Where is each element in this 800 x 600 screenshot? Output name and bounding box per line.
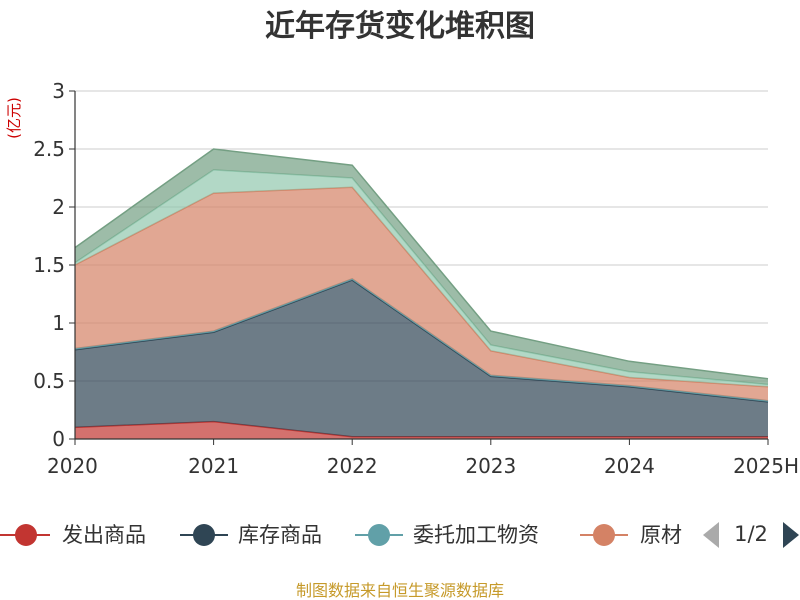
legend-label: 发出商品 xyxy=(62,523,146,547)
legend-item[interactable]: 委托加工物资 xyxy=(355,523,539,547)
x-tick-label: 2021 xyxy=(188,454,239,478)
legend: 发出商品 库存商品 委托加工物资 原材 xyxy=(0,523,682,547)
legend-dot-icon xyxy=(593,524,615,546)
legend-prev-page-icon[interactable] xyxy=(703,522,719,548)
x-tick-label: 2023 xyxy=(465,454,516,478)
unit-label: (亿元) xyxy=(5,97,23,139)
legend-dot-icon xyxy=(15,524,37,546)
stacked-areas xyxy=(74,148,769,439)
y-tick-label: 1 xyxy=(52,311,65,335)
x-tick-label: 2020 xyxy=(47,454,98,478)
legend-item[interactable]: 库存商品 xyxy=(180,523,322,547)
legend-label: 库存商品 xyxy=(238,523,322,547)
x-tick-label: 2025H xyxy=(733,454,799,478)
y-tick-label: 0.5 xyxy=(33,369,65,393)
data-source: 制图数据来自恒生聚源数据库 xyxy=(296,581,504,600)
y-tick-label: 1.5 xyxy=(33,253,65,277)
legend-dot-icon xyxy=(368,524,390,546)
y-tick-label: 2 xyxy=(52,195,65,219)
legend-label: 委托加工物资 xyxy=(413,523,539,547)
y-axis-ticks: 0 0.5 1 1.5 2 2.5 3 xyxy=(33,79,75,451)
legend-item[interactable]: 原材 xyxy=(580,523,682,547)
y-tick-label: 2.5 xyxy=(33,137,65,161)
x-tick-label: 2024 xyxy=(604,454,655,478)
area-series-line-5 xyxy=(74,148,769,380)
area-series-3 xyxy=(75,187,768,401)
legend-next-page-icon[interactable] xyxy=(783,522,799,548)
y-tick-label: 0 xyxy=(52,427,65,451)
y-tick-label: 3 xyxy=(52,79,65,103)
x-axis-ticks: 2020 2021 2022 2023 2024 2025H xyxy=(47,439,799,478)
legend-page-indicator: 1/2 xyxy=(734,522,768,546)
legend-label: 原材 xyxy=(640,523,682,547)
legend-item[interactable]: 发出商品 xyxy=(0,523,146,547)
legend-pagination: 1/2 xyxy=(703,522,799,548)
x-tick-label: 2022 xyxy=(327,454,378,478)
legend-dot-icon xyxy=(193,524,215,546)
chart-title: 近年存货变化堆积图 xyxy=(265,9,535,44)
